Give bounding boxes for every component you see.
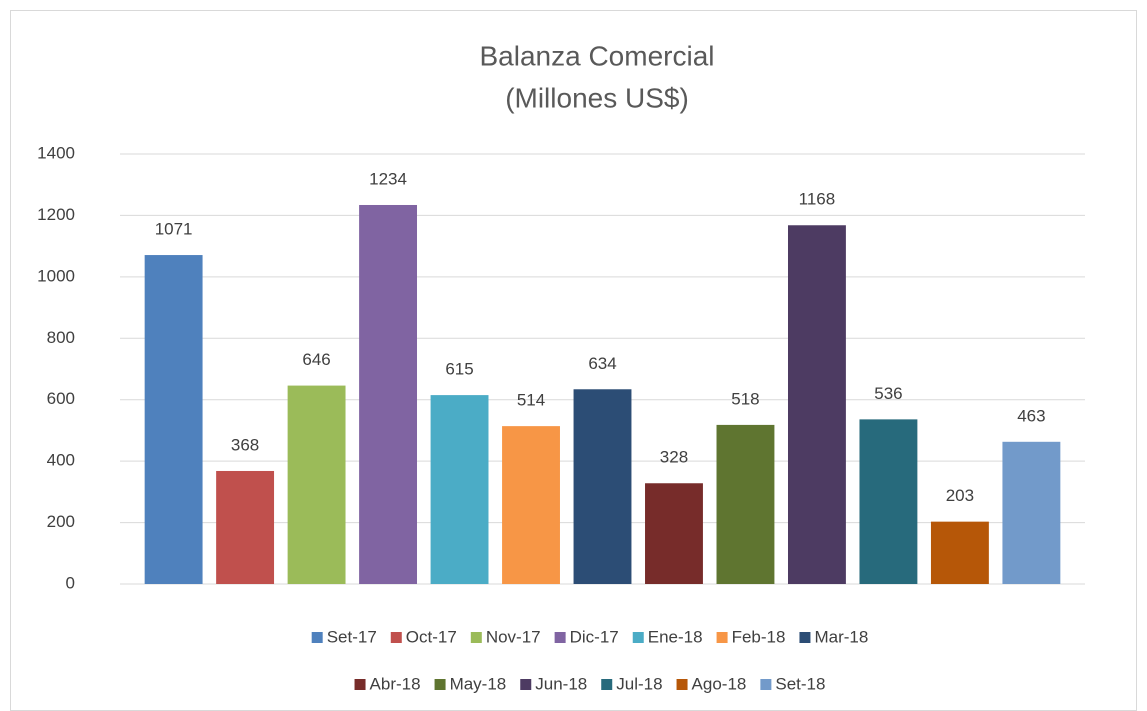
bar [144, 255, 203, 585]
data-label: 646 [302, 350, 330, 369]
bar [787, 225, 846, 584]
legend-label: Jul-18 [616, 674, 662, 693]
data-label: 368 [231, 435, 259, 454]
y-tick-label: 0 [66, 573, 75, 592]
data-label: 463 [1017, 406, 1045, 425]
legend-swatch [354, 679, 366, 690]
legend-swatch [520, 679, 532, 690]
legend-swatch [434, 679, 446, 690]
legend-swatch [676, 679, 688, 690]
data-label: 514 [517, 391, 545, 410]
bar [930, 521, 989, 584]
legend-label: Oct-17 [406, 627, 457, 646]
data-label: 1234 [369, 169, 407, 188]
data-label: 203 [946, 486, 974, 505]
legend-label: Set-17 [327, 627, 377, 646]
data-label: 328 [660, 448, 688, 467]
data-label: 518 [731, 389, 759, 408]
legend-label: Feb-18 [732, 627, 786, 646]
y-tick-label: 200 [47, 512, 75, 531]
bar [216, 470, 275, 584]
y-tick-label: 800 [47, 328, 75, 347]
legend-label: Mar-18 [814, 627, 868, 646]
data-label: 615 [445, 360, 473, 379]
bar [716, 424, 775, 584]
y-tick-label: 1000 [37, 266, 75, 285]
legend-label: Ene-18 [648, 627, 703, 646]
legend-swatch [760, 679, 772, 690]
legend-label: Jun-18 [535, 674, 587, 693]
chart-title: Balanza Comercial [480, 40, 715, 71]
legend-label: Ago-18 [692, 674, 747, 693]
legend-label: Set-18 [775, 674, 825, 693]
bar [645, 483, 703, 584]
legend-swatch [470, 632, 482, 643]
legend-swatch [601, 679, 613, 690]
data-label: 536 [874, 384, 902, 403]
bar [1002, 441, 1061, 584]
bar [859, 419, 918, 584]
legend-swatch [632, 632, 644, 643]
bar [359, 204, 418, 584]
data-label: 1168 [799, 190, 836, 209]
y-tick-label: 400 [47, 451, 75, 470]
bar [573, 389, 632, 584]
bar [287, 385, 346, 584]
data-label: 634 [588, 354, 616, 373]
legend-swatch [311, 632, 323, 643]
legend-swatch [716, 632, 728, 643]
chart-subtitle: (Millones US$) [505, 82, 689, 113]
bar [502, 426, 560, 584]
legend-label: Abr-18 [370, 674, 421, 693]
legend-label: Nov-17 [486, 627, 541, 646]
legend-swatch [554, 632, 566, 643]
data-label: 1071 [155, 220, 193, 239]
legend-swatch [799, 632, 811, 643]
y-tick-label: 1200 [37, 205, 75, 224]
y-tick-label: 1400 [37, 143, 75, 162]
legend-label: May-18 [450, 674, 507, 693]
legend-swatch [390, 632, 402, 643]
bar [430, 395, 489, 584]
legend-label: Dic-17 [570, 627, 619, 646]
y-tick-label: 600 [47, 389, 75, 408]
